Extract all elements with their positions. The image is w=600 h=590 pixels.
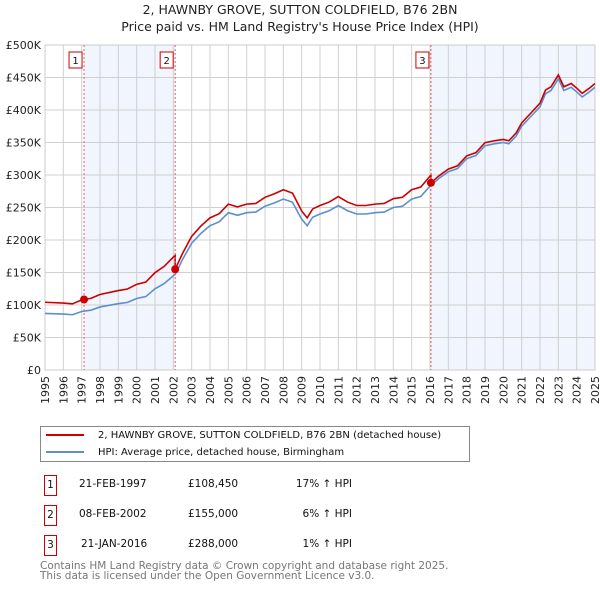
sale-label: 3 — [419, 56, 425, 67]
x-tick-label: 1998 — [94, 376, 107, 404]
sale-label-box — [415, 51, 430, 69]
chart-subtitle: Price paid vs. HM Land Registry's House … — [121, 19, 479, 34]
y-tick-label: £500K — [6, 39, 42, 52]
legend: 2, HAWNBY GROVE, SUTTON COLDFIELD, B76 2… — [40, 426, 470, 462]
sale-price: £108,450 — [188, 478, 239, 490]
plot-area: 1995 1996 1997 1998 1999 2000 2001 2002 2003 2004… — [6, 39, 600, 404]
legend-swatch-red — [46, 434, 84, 436]
footer-copyright: Contains HM Land Registry data © Crown c… — [40, 560, 449, 572]
x-tick-label: 2008 — [277, 376, 290, 404]
sale-price: £155,000 — [188, 508, 239, 520]
sale-label-box — [68, 51, 83, 69]
sale-point — [426, 178, 435, 187]
x-tick-label: 2023 — [552, 376, 565, 404]
sale-point — [80, 295, 89, 304]
y-tick-label: £150K — [6, 267, 42, 280]
sale-hpi: 17% ↑ HPI — [295, 478, 352, 490]
x-tick-label: 2014 — [387, 376, 400, 404]
x-tick-label: 2003 — [186, 376, 199, 404]
hpi-line — [44, 77, 596, 316]
x-tick-label: 2000 — [131, 376, 144, 404]
legend-swatch-blue — [46, 451, 84, 453]
sale-label-box — [159, 51, 174, 69]
sale-point — [171, 265, 180, 274]
x-tick-label: 2016 — [424, 376, 437, 404]
x-tick-label: 1995 — [39, 376, 52, 404]
x-tick-label: 2007 — [259, 376, 272, 404]
sale-label: 2 — [163, 56, 169, 67]
sale-date: 21-FEB-1997 — [79, 478, 147, 490]
x-tick-label: 1996 — [57, 376, 70, 404]
x-tick-label: 2010 — [314, 376, 327, 404]
sale-badge: 1 — [44, 475, 57, 496]
x-tick-label: 2019 — [479, 376, 492, 404]
sale-hpi: 1% ↑ HPI — [302, 538, 352, 550]
y-tick-label: £300K — [6, 169, 42, 182]
y-tick-label: £50K — [13, 332, 42, 345]
y-tick-label: £350K — [6, 137, 42, 150]
x-tick-label: 2015 — [406, 376, 419, 404]
sale-badge: 3 — [44, 535, 57, 556]
x-tick-label: 2005 — [222, 376, 235, 404]
legend-item-hpi: HPI: Average price, detached house, Birm… — [41, 444, 344, 460]
y-tick-label: £400K — [6, 104, 42, 117]
sale-hpi: 6% ↑ HPI — [302, 508, 352, 520]
x-tick-label: 2012 — [351, 376, 364, 404]
x-tick-label: 2006 — [241, 376, 254, 404]
x-tick-label: 2017 — [442, 376, 455, 404]
y-tick-label: £0 — [27, 364, 41, 377]
x-tick-label: 2009 — [296, 376, 309, 404]
y-tick-label: £100K — [6, 299, 42, 312]
footer-licence: This data is licensed under the Open Gov… — [40, 570, 375, 582]
x-tick-label: 2024 — [571, 376, 584, 404]
x-tick-label: 2025 — [589, 376, 600, 404]
x-tick-label: 1999 — [112, 376, 125, 404]
y-tick-label: £450K — [6, 72, 42, 85]
x-tick-label: 2020 — [497, 376, 510, 404]
sale-label: 1 — [72, 56, 78, 67]
x-tick-label: 2018 — [461, 376, 474, 404]
price-paid-line — [44, 73, 596, 305]
sale-badge: 2 — [44, 505, 57, 526]
x-tick-label: 2001 — [149, 376, 162, 404]
chart-title: 2, HAWNBY GROVE, SUTTON COLDFIELD, B76 2… — [142, 2, 458, 17]
legend-item-price: 2, HAWNBY GROVE, SUTTON COLDFIELD, B76 2… — [41, 427, 441, 443]
legend-label: 2, HAWNBY GROVE, SUTTON COLDFIELD, B76 2… — [98, 429, 442, 441]
plot-border — [44, 44, 596, 371]
sale-date: 21-JAN-2016 — [81, 538, 148, 550]
y-tick-label: £200K — [6, 234, 42, 247]
x-tick-label: 1997 — [76, 376, 89, 404]
x-tick-label: 2013 — [369, 376, 382, 404]
legend-label: HPI: Average price, detached house, Birm… — [98, 446, 345, 458]
sale-price: £288,000 — [188, 538, 239, 550]
x-tick-label: 2004 — [204, 376, 217, 404]
y-tick-label: £250K — [6, 202, 42, 215]
x-tick-label: 2002 — [167, 376, 180, 404]
x-tick-label: 2021 — [516, 376, 529, 404]
sale-date: 08-FEB-2002 — [79, 508, 147, 520]
x-tick-label: 2011 — [332, 376, 345, 404]
x-tick-label: 2022 — [534, 376, 547, 404]
